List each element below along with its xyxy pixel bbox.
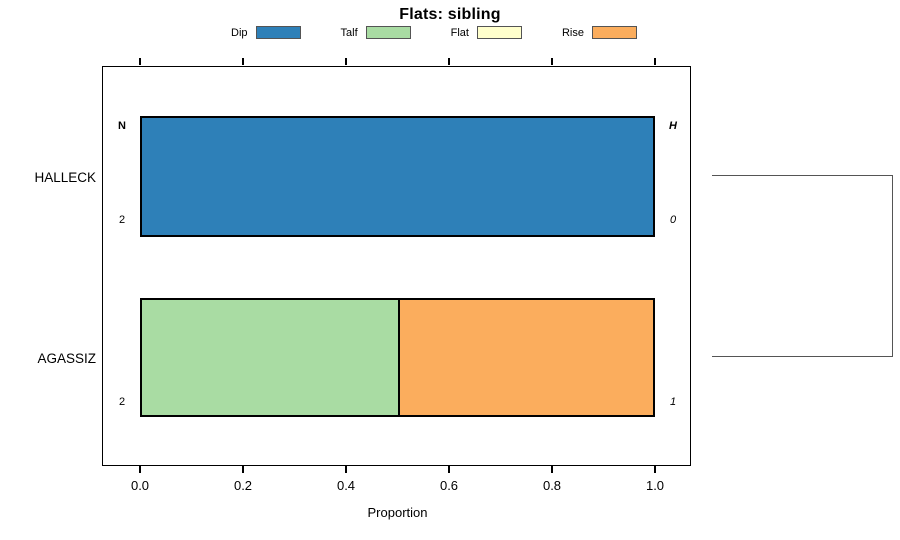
legend-item-dip: Dip — [231, 26, 301, 39]
legend-swatch-flat — [476, 26, 522, 39]
chart-title: Flats: sibling — [399, 6, 501, 23]
legend: Dip Talf Flat Rise — [0, 26, 868, 39]
legend-label-rise: Rise — [561, 26, 584, 39]
x-tick-top — [654, 58, 656, 65]
x-tick-top — [242, 58, 244, 65]
x-tick-top — [551, 58, 553, 65]
x-tick-bottom — [139, 466, 141, 473]
x-tick-bottom — [654, 466, 656, 473]
legend-swatch-dip — [255, 26, 301, 39]
bar-segment-dip — [142, 118, 653, 235]
y-label-halleck: HALLECK — [34, 170, 96, 185]
y-label-agassiz: AGASSIZ — [37, 351, 96, 366]
bar-segment-talf — [142, 300, 398, 415]
x-tick-bottom — [242, 466, 244, 473]
x-tick-label: 0.0 — [130, 478, 150, 493]
anno-halleck-left-bottom: 2 — [118, 214, 126, 226]
legend-label-talf: Talf — [340, 26, 358, 39]
bar-halleck — [140, 116, 655, 237]
x-tick-label: 0.8 — [542, 478, 562, 493]
x-tick-label: 0.6 — [439, 478, 459, 493]
x-tick-bottom — [448, 466, 450, 473]
anno-agassiz-left-bottom: 2 — [118, 396, 126, 408]
legend-item-flat: Flat — [451, 26, 522, 39]
bar-agassiz — [140, 298, 655, 417]
bar-segment-rise — [397, 300, 653, 415]
x-tick-label: 0.4 — [336, 478, 356, 493]
x-tick-top — [448, 58, 450, 65]
legend-item-talf: Talf — [341, 26, 411, 39]
anno-halleck-left-top: N — [118, 120, 126, 132]
legend-swatch-talf — [365, 26, 411, 39]
anno-halleck-right-top: H — [669, 120, 677, 132]
x-tick-bottom — [551, 466, 553, 473]
legend-swatch-rise — [592, 26, 637, 39]
x-tick-top — [139, 58, 141, 65]
x-tick-bottom — [345, 466, 347, 473]
legend-item-rise: Rise — [562, 26, 637, 39]
x-tick-top — [345, 58, 347, 65]
x-axis-title: Proportion — [367, 505, 428, 520]
cluster-bracket — [712, 175, 893, 357]
anno-agassiz-right-bottom: 1 — [669, 396, 677, 408]
legend-label-dip: Dip — [231, 26, 248, 39]
anno-halleck-right-bottom: 0 — [669, 214, 677, 226]
legend-label-flat: Flat — [450, 26, 469, 39]
x-tick-label: 0.2 — [233, 478, 253, 493]
plot-area: 0.0 0.2 0.4 0.6 0.8 1.0 Proportion — [131, 58, 664, 520]
x-tick-label: 1.0 — [645, 478, 665, 493]
